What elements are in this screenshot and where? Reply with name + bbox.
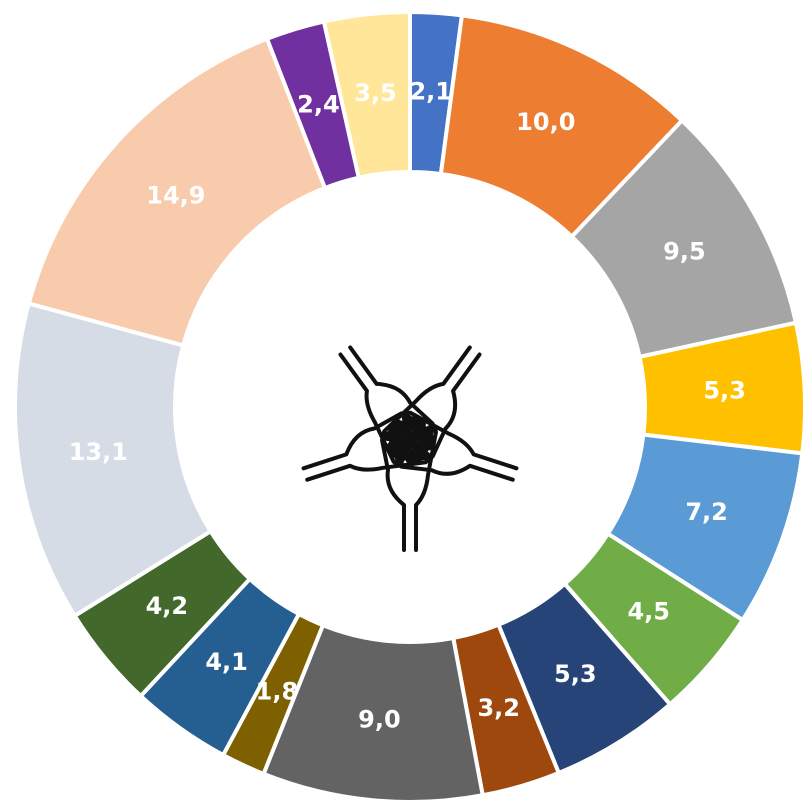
data-label: 4,2 — [146, 592, 189, 620]
data-label: 7,2 — [685, 498, 728, 526]
donut-segment — [321, 9, 412, 181]
data-label: 4,1 — [205, 648, 248, 676]
data-label: 2,4 — [297, 91, 340, 119]
data-label: 14,9 — [146, 181, 205, 209]
data-label: 10,0 — [516, 108, 575, 136]
data-label: 9,0 — [358, 706, 401, 734]
data-label: 9,5 — [663, 237, 706, 265]
data-label: 3,5 — [354, 79, 397, 107]
data-label: 4,5 — [627, 598, 670, 626]
hands-icon — [301, 345, 519, 552]
data-label: 1,8 — [256, 677, 299, 705]
data-label: 2,1 — [409, 78, 452, 106]
data-label: 5,3 — [554, 660, 597, 688]
donut-segment — [26, 36, 328, 348]
data-label: 5,3 — [703, 377, 746, 405]
data-label: 13,1 — [69, 438, 128, 466]
data-label: 3,2 — [477, 694, 520, 722]
